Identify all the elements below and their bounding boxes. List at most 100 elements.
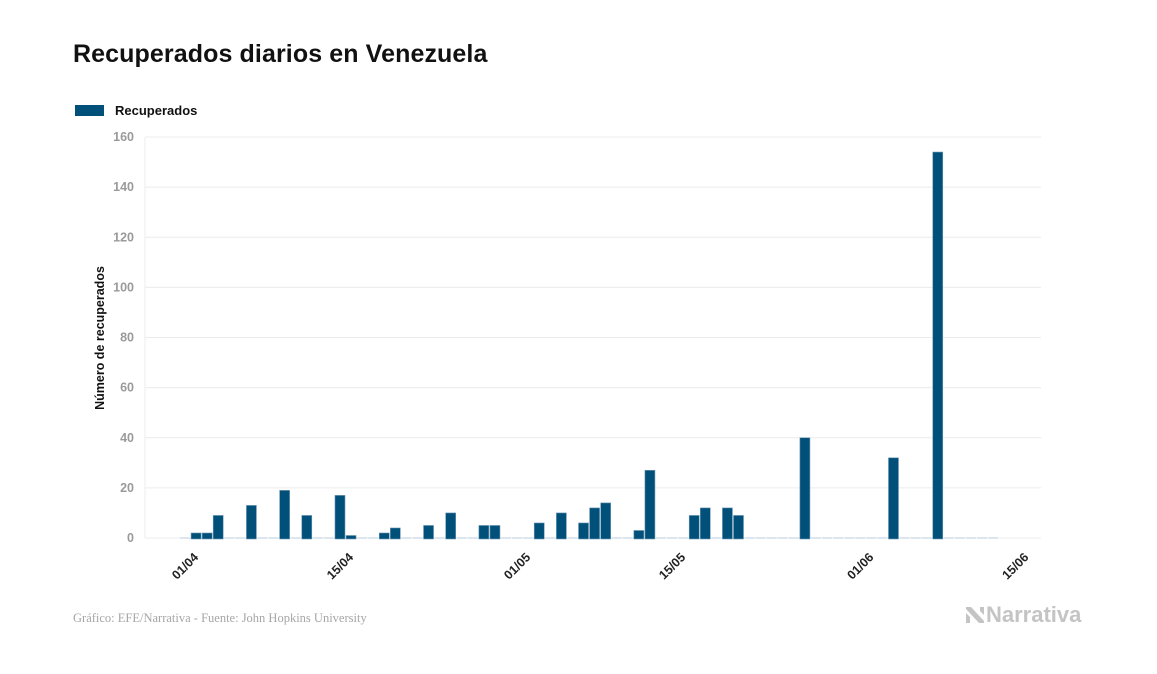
bar [279, 490, 290, 540]
bar [932, 151, 944, 540]
bar [201, 532, 213, 540]
x-tick-label: 01/04 [169, 550, 201, 582]
bar-zero [877, 537, 888, 539]
bar-zero [965, 537, 976, 539]
grid-lines [144, 136, 1041, 539]
bar [334, 495, 346, 540]
x-tick-label: 15/05 [656, 550, 688, 582]
bar-zero [766, 537, 777, 539]
bar [190, 532, 202, 540]
legend-swatch-recuperados [75, 105, 104, 116]
bar-zero [866, 537, 877, 539]
x-tick-label: 15/06 [999, 550, 1031, 582]
y-tick-label: 160 [113, 130, 134, 144]
bar [799, 437, 811, 540]
bar [644, 470, 656, 540]
bars [180, 151, 999, 540]
bar-zero [501, 537, 512, 539]
y-tick-label: 60 [120, 381, 134, 395]
bar [578, 522, 589, 540]
bar [722, 507, 733, 540]
bar-zero [744, 537, 755, 539]
narrativa-logo: Narrativa [965, 602, 1081, 628]
bar-zero [368, 537, 379, 539]
y-tick-label: 0 [127, 531, 134, 545]
source-credit: Gráfico: EFE/Narrativa - Fuente: John Ho… [73, 611, 367, 625]
bar [533, 522, 545, 540]
bar-zero [855, 537, 866, 539]
y-tick-label: 40 [120, 431, 134, 445]
y-tick-label: 120 [113, 230, 134, 244]
bar [390, 527, 401, 540]
bar [489, 525, 501, 540]
bar-zero [910, 537, 921, 539]
bar-zero [545, 537, 556, 539]
bar-zero [467, 537, 478, 539]
bar-zero [977, 537, 988, 539]
x-tick-label: 01/05 [501, 550, 533, 582]
bar-zero [711, 537, 722, 539]
bar-zero [622, 537, 633, 539]
y-axis-ticks: 0 20 40 60 80 100 120 140 160 [113, 130, 134, 545]
bar-zero [401, 537, 412, 539]
bar-zero [921, 537, 932, 539]
bar-zero [678, 537, 689, 539]
bar-zero [755, 537, 766, 539]
bar-zero [235, 537, 246, 539]
bar-zero [822, 537, 833, 539]
bar [212, 515, 224, 540]
bar-zero [943, 537, 954, 539]
bar [589, 507, 600, 540]
bar-zero [323, 537, 334, 539]
brand-name: Narrativa [986, 602, 1082, 627]
bar [478, 525, 490, 540]
legend: Recuperados [75, 103, 197, 118]
bar [301, 515, 313, 540]
bar-zero [833, 537, 844, 539]
y-tick-label: 140 [113, 180, 134, 194]
bar-zero [357, 537, 368, 539]
bar-zero [667, 537, 678, 539]
bar [688, 515, 700, 540]
bar-zero [456, 537, 467, 539]
bar [556, 512, 567, 540]
bar-zero [777, 537, 788, 539]
bar [633, 530, 645, 540]
y-axis-label: Número de recuperados [93, 266, 107, 410]
bar-zero [567, 537, 578, 539]
x-tick-label: 15/04 [324, 550, 356, 582]
bar-zero [290, 537, 301, 539]
bar-zero [268, 537, 279, 539]
x-axis-ticks: 01/04 15/04 01/05 15/05 01/06 15/06 [169, 550, 1031, 582]
bar-zero [954, 537, 965, 539]
bar [600, 502, 611, 540]
bar-zero [512, 537, 523, 539]
bar [699, 507, 711, 540]
bar-zero [656, 537, 667, 539]
bar [445, 512, 456, 540]
bar-zero [899, 537, 910, 539]
bar-zero [523, 537, 534, 539]
bar-zero [412, 537, 423, 539]
x-tick-label: 01/06 [844, 550, 876, 582]
bar-zero [988, 537, 999, 539]
bar [345, 535, 357, 540]
bar-zero [312, 537, 323, 539]
bar [246, 505, 257, 540]
bar [423, 525, 434, 540]
bar-zero [257, 537, 268, 539]
y-tick-label: 100 [113, 280, 134, 294]
bar-zero [788, 537, 799, 539]
bar [733, 515, 744, 540]
bar-zero [611, 537, 622, 539]
narrativa-logo-icon [966, 607, 984, 623]
bar-zero [844, 537, 855, 539]
chart-title: Recuperados diarios en Venezuela [73, 40, 488, 68]
legend-label-recuperados: Recuperados [115, 103, 198, 118]
bar-zero [180, 537, 190, 539]
y-tick-label: 20 [120, 481, 134, 495]
bar-zero [224, 537, 235, 539]
bar [888, 457, 899, 540]
y-tick-label: 80 [120, 331, 134, 345]
